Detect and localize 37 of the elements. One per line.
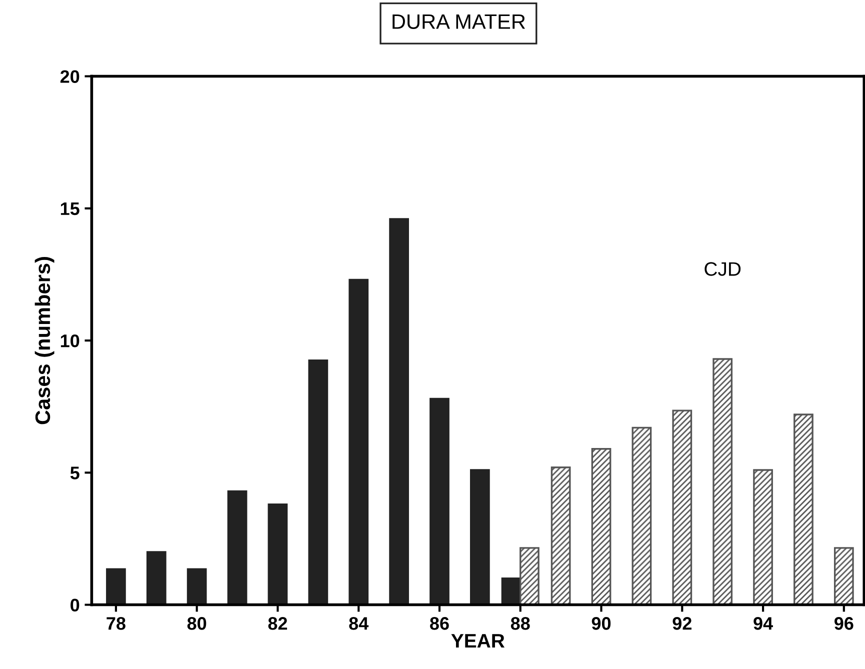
- bar: [348, 278, 369, 605]
- bar: [308, 360, 328, 605]
- x-tick-label: 86: [430, 617, 449, 630]
- y-tick-label: 15: [60, 202, 80, 216]
- bar: [106, 568, 126, 605]
- x-tick-label: 84: [349, 617, 369, 630]
- x-tick-label: 80: [187, 617, 206, 630]
- bar: [632, 426, 652, 605]
- bar: [268, 504, 288, 605]
- x-tick-label: 82: [268, 617, 288, 630]
- bar: [834, 547, 854, 605]
- y-axis-title: Cases (numbers): [34, 257, 54, 424]
- y-tick-label: 5: [70, 466, 80, 480]
- x-tick-label: 96: [834, 617, 854, 630]
- bar: [550, 466, 571, 605]
- chart-title: DURA MATER: [392, 14, 526, 30]
- bar: [389, 218, 409, 605]
- bar: [672, 410, 692, 605]
- bar: [794, 414, 814, 605]
- bar: [591, 448, 612, 605]
- x-tick-label: 90: [592, 617, 611, 630]
- bar: [186, 568, 207, 605]
- x-tick-label: 92: [672, 617, 692, 630]
- x-tick-label: 94: [754, 617, 773, 630]
- y-tick-label: 0: [70, 598, 80, 612]
- x-axis-title: YEAR: [451, 634, 505, 648]
- text: CJD: [704, 262, 741, 276]
- bar: [430, 398, 450, 605]
- x-tick-label: 78: [106, 617, 126, 630]
- bar: [146, 551, 166, 605]
- bar: [227, 490, 248, 605]
- y-tick-label: 20: [60, 70, 80, 83]
- y-tick-label: 10: [60, 334, 80, 348]
- bar: [712, 358, 733, 605]
- x-tick-label: 88: [510, 617, 530, 630]
- bar: [753, 469, 773, 605]
- bar: [470, 469, 490, 605]
